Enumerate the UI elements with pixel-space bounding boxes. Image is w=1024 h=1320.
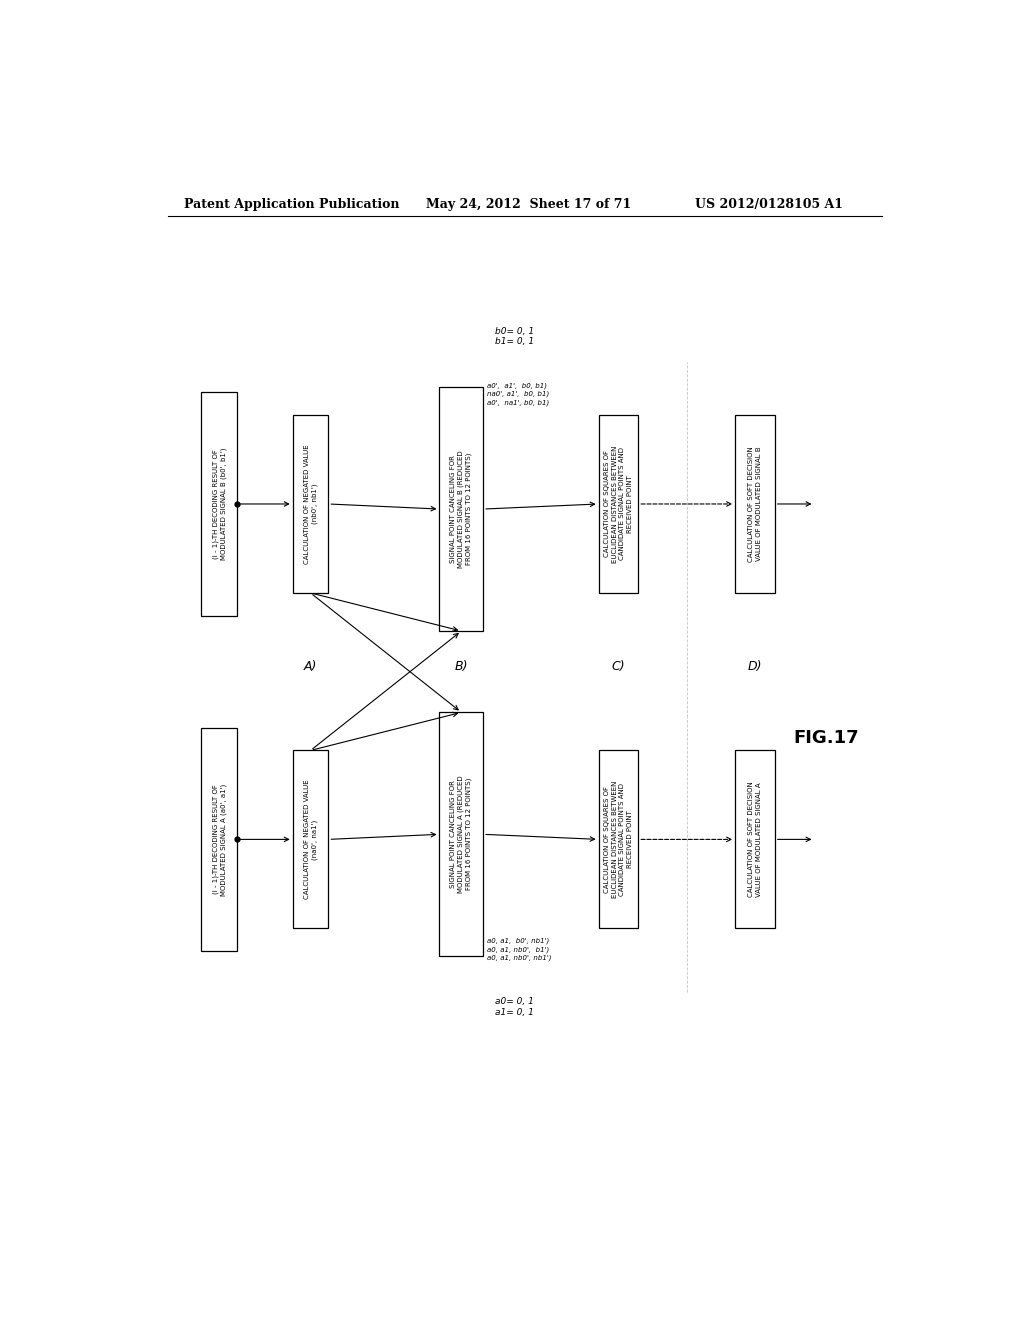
- Text: A): A): [304, 660, 317, 673]
- Text: CALCULATION OF SQUARES OF
EUCLIDEAN DISTANCES BETWEEN
CANDIDATE SIGNAL POINTS AN: CALCULATION OF SQUARES OF EUCLIDEAN DIST…: [604, 445, 633, 562]
- Text: CALCULATION OF SQUARES OF
EUCLIDEAN DISTANCES BETWEEN
CANDIDATE SIGNAL POINTS AN: CALCULATION OF SQUARES OF EUCLIDEAN DIST…: [604, 780, 633, 898]
- Bar: [202, 392, 238, 615]
- Text: a0',  a1',  b0, b1)
na0', a1',  b0, b1)
a0',  na1', b0, b1): a0', a1', b0, b1) na0', a1', b0, b1) a0'…: [487, 381, 549, 405]
- Text: D): D): [748, 660, 762, 673]
- Text: May 24, 2012  Sheet 17 of 71: May 24, 2012 Sheet 17 of 71: [426, 198, 631, 211]
- Text: B): B): [455, 660, 468, 673]
- Bar: [599, 414, 638, 593]
- Text: FIG.17: FIG.17: [794, 729, 859, 747]
- Text: a0, a1,  b0', nb1')
a0, a1, nb0',  b1')
a0, a1, nb0', nb1'): a0, a1, b0', nb1') a0, a1, nb0', b1') a0…: [487, 937, 552, 961]
- Text: CALCULATION OF NEGATED VALUE
(na0', na1'): CALCULATION OF NEGATED VALUE (na0', na1'…: [303, 780, 317, 899]
- Bar: [439, 387, 483, 631]
- Text: C): C): [611, 660, 626, 673]
- Text: (i - 1)-TH DECODING RESULT OF
MODULATED SIGNAL A (a0', a1'): (i - 1)-TH DECODING RESULT OF MODULATED …: [212, 783, 226, 895]
- Bar: [439, 713, 483, 956]
- Bar: [202, 727, 238, 952]
- Text: a0= 0, 1
a1= 0, 1: a0= 0, 1 a1= 0, 1: [495, 998, 534, 1016]
- Bar: [735, 414, 775, 593]
- Bar: [599, 751, 638, 928]
- Text: US 2012/0128105 A1: US 2012/0128105 A1: [695, 198, 844, 211]
- Bar: [293, 751, 329, 928]
- Text: b0= 0, 1
b1= 0, 1: b0= 0, 1 b1= 0, 1: [495, 326, 535, 346]
- Text: Patent Application Publication: Patent Application Publication: [183, 198, 399, 211]
- Text: (i - 1)-TH DECODING RESULT OF
MODULATED SIGNAL B (b0', b1'): (i - 1)-TH DECODING RESULT OF MODULATED …: [212, 447, 226, 560]
- Text: CALCULATION OF SOFT DECISION
VALUE OF MODULATED SIGNAL A: CALCULATION OF SOFT DECISION VALUE OF MO…: [749, 781, 762, 898]
- Text: SIGNAL POINT CANCELING FOR
MODULATED SIGNAL A (REDUCED
FROM 16 POINTS TO 12 POIN: SIGNAL POINT CANCELING FOR MODULATED SIG…: [451, 775, 472, 894]
- Bar: [735, 751, 775, 928]
- Bar: [293, 414, 329, 593]
- Text: CALCULATION OF SOFT DECISION
VALUE OF MODULATED SIGNAL B: CALCULATION OF SOFT DECISION VALUE OF MO…: [749, 446, 762, 562]
- Text: CALCULATION OF NEGATED VALUE
(nb0', nb1'): CALCULATION OF NEGATED VALUE (nb0', nb1'…: [303, 444, 317, 564]
- Text: SIGNAL POINT CANCELING FOR
MODULATED SIGNAL B (REDUCED
FROM 16 POINTS TO 12 POIN: SIGNAL POINT CANCELING FOR MODULATED SIG…: [451, 450, 472, 568]
